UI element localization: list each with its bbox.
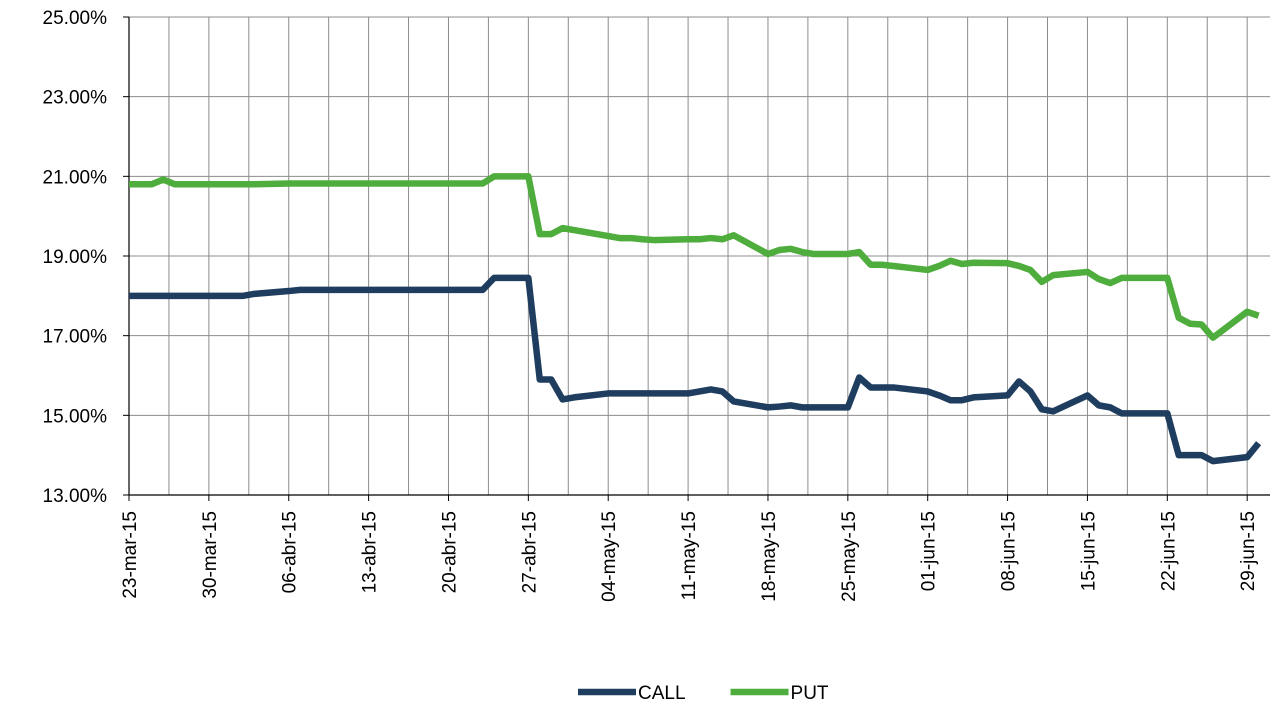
x-tick-label: 23-mar-15 — [120, 511, 141, 599]
legend-label: PUT — [791, 683, 829, 704]
x-tick-label: 08-jun-15 — [999, 511, 1020, 591]
x-tick-label: 30-mar-15 — [200, 511, 221, 599]
series-line — [129, 173, 1260, 341]
x-tick-label: 15-jun-15 — [1078, 511, 1099, 591]
y-tick-label: 13.00% — [43, 486, 108, 507]
series-line — [129, 274, 1262, 465]
x-tick-label: 06-abr-15 — [280, 511, 301, 593]
y-tick-label: 21.00% — [43, 167, 108, 188]
x-tick-label: 18-may-15 — [759, 511, 780, 602]
y-tick-label: 23.00% — [43, 88, 108, 109]
y-tick-label: 19.00% — [43, 247, 108, 268]
x-tick-label: 27-abr-15 — [519, 511, 540, 593]
x-tick-label: 11-may-15 — [679, 511, 700, 600]
x-tick-label: 13-abr-15 — [360, 511, 381, 593]
legend-label: CALL — [638, 683, 686, 704]
x-tick-label: 22-jun-15 — [1158, 511, 1179, 591]
legend: CALL PUT — [578, 683, 829, 704]
y-tick-label: 15.00% — [43, 406, 108, 427]
y-tick-label: 25.00% — [43, 8, 108, 29]
x-tick-label: 04-may-15 — [599, 511, 620, 602]
x-tick-label: 01-jun-15 — [919, 511, 940, 591]
x-tick-label: 20-abr-15 — [439, 511, 460, 593]
x-tick-label: 25-may-15 — [839, 511, 860, 602]
y-tick-label: 17.00% — [43, 327, 108, 348]
x-tick-label: 29-jun-15 — [1238, 511, 1259, 591]
